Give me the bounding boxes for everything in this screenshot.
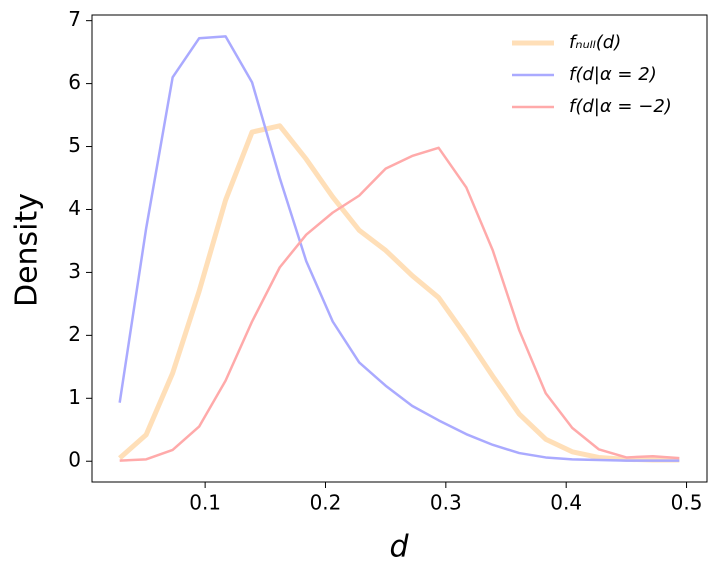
- y-tick-label: 4: [68, 196, 81, 220]
- x-tick-label: 0.5: [671, 491, 703, 515]
- x-tick-label: 0.4: [550, 491, 582, 515]
- y-tick-label: 0: [68, 448, 81, 472]
- data-line: [118, 123, 680, 463]
- y-tick-label: 3: [68, 259, 81, 283]
- y-axis-label: Density: [10, 193, 45, 307]
- y-tick-label: 5: [68, 133, 81, 157]
- x-tick-label: 0.2: [310, 491, 342, 515]
- y-tick-label: 1: [68, 385, 81, 409]
- legend-label: f(d|α = −2): [569, 96, 672, 117]
- y-tick-label: 7: [68, 7, 81, 31]
- legend-label: fₙᵤₗₗ(d): [569, 32, 621, 53]
- y-tick-label: 2: [68, 322, 81, 346]
- plot-frame: [91, 14, 708, 483]
- data-line: [119, 146, 680, 462]
- x-tick-label: 0.1: [189, 491, 221, 515]
- data-line: [118, 35, 680, 462]
- legend-label: f(d|α = 2): [569, 64, 657, 85]
- y-tick-label: 6: [68, 70, 81, 94]
- x-axis-label: d: [389, 530, 409, 565]
- x-tick-label: 0.3: [430, 491, 462, 515]
